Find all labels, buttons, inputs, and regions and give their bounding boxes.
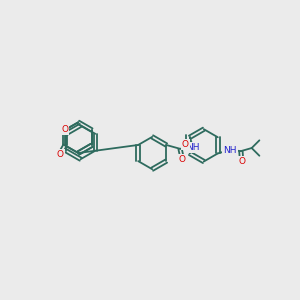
Text: O: O — [61, 125, 68, 134]
Text: NH: NH — [186, 143, 200, 152]
Text: O: O — [57, 150, 64, 159]
Text: O: O — [182, 140, 189, 149]
Text: NH: NH — [224, 146, 237, 155]
Text: O: O — [179, 155, 186, 164]
Text: O: O — [238, 158, 245, 166]
